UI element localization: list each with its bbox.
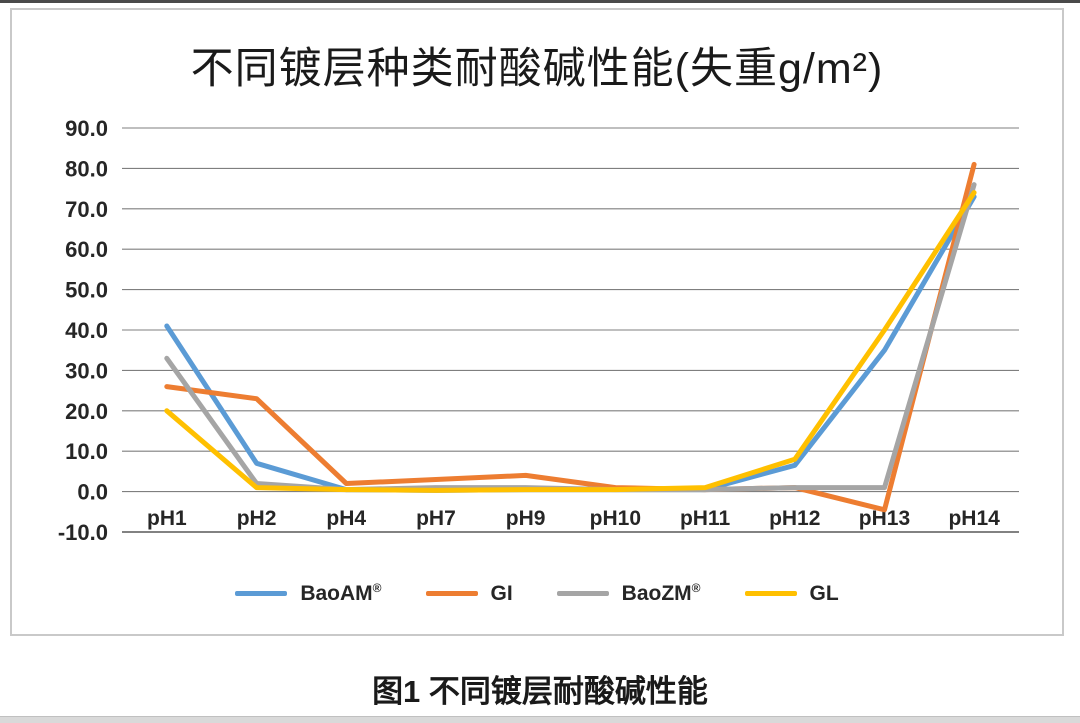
- figure-caption: 图1 不同镀层耐酸碱性能: [372, 674, 708, 709]
- legend-label: GL: [809, 581, 839, 605]
- x-axis-tick-label: pH1: [147, 507, 187, 530]
- legend-line-swatch: [556, 591, 609, 596]
- legend-item-GI: GI: [425, 581, 513, 606]
- y-axis-tick-label: 70.0: [65, 197, 108, 222]
- x-axis-tick-label: pH2: [237, 507, 277, 530]
- legend-label: GI: [490, 581, 513, 605]
- series-line-GI: [164, 161, 977, 513]
- chart-title: 不同镀层种类耐酸碱性能(失重g/m²): [190, 45, 884, 93]
- x-axis-tick-label: pH10: [590, 507, 641, 530]
- x-axis-tick-label: pH7: [416, 507, 456, 530]
- y-axis-tick-label: 0.0: [77, 480, 108, 505]
- y-axis-tick-label: -10.0: [58, 520, 108, 545]
- line-chart-plot: 90.0 80.0 70.0 60.0 50.0 40.0 30.0 20.0 10.0 0.0 -…: [58, 116, 1019, 545]
- series-line-BaoZM: [164, 182, 977, 493]
- legend-item-BaoZM: BaoZM®: [556, 581, 701, 606]
- y-axis-tick-label: 60.0: [65, 237, 108, 262]
- y-axis-tick-label: 10.0: [65, 439, 108, 464]
- legend-item-BaoAM: BaoAM®: [235, 581, 382, 606]
- series-line-GL: [164, 190, 977, 493]
- legend-line-swatch: [235, 591, 288, 596]
- series-line-BaoAM: [164, 194, 977, 493]
- legend-label: BaoAM®: [300, 581, 382, 605]
- legend-line-swatch: [425, 591, 478, 596]
- y-axis-tick-label: 80.0: [65, 156, 108, 181]
- y-axis-tick-label: 90.0: [65, 116, 108, 141]
- x-axis-tick-label: pH14: [948, 507, 1000, 530]
- x-axis-tick-label: pH9: [506, 507, 546, 530]
- y-axis-tick-label: 20.0: [65, 399, 108, 424]
- next-section-edge: [0, 716, 1080, 723]
- page-top-border: [0, 0, 1080, 3]
- x-axis-tick-label: pH4: [326, 507, 366, 530]
- x-axis-tick-label: pH12: [769, 507, 820, 530]
- legend-item-GL: GL: [744, 581, 839, 606]
- y-axis-tick-label: 30.0: [65, 358, 108, 383]
- chart-container: 不同镀层种类耐酸碱性能(失重g/m²) 90.0 80.0 70.0 60.0 50.0…: [10, 8, 1064, 636]
- legend-label: BaoZM®: [621, 581, 701, 605]
- x-axis-tick-label: pH13: [859, 507, 910, 530]
- x-axis-tick-label: pH11: [680, 507, 731, 530]
- y-axis-tick-label: 40.0: [65, 318, 108, 343]
- chart-legend: BaoAM® GI BaoZM® GL: [12, 581, 1062, 606]
- legend-line-swatch: [744, 591, 797, 596]
- y-axis-tick-label: 50.0: [65, 278, 108, 303]
